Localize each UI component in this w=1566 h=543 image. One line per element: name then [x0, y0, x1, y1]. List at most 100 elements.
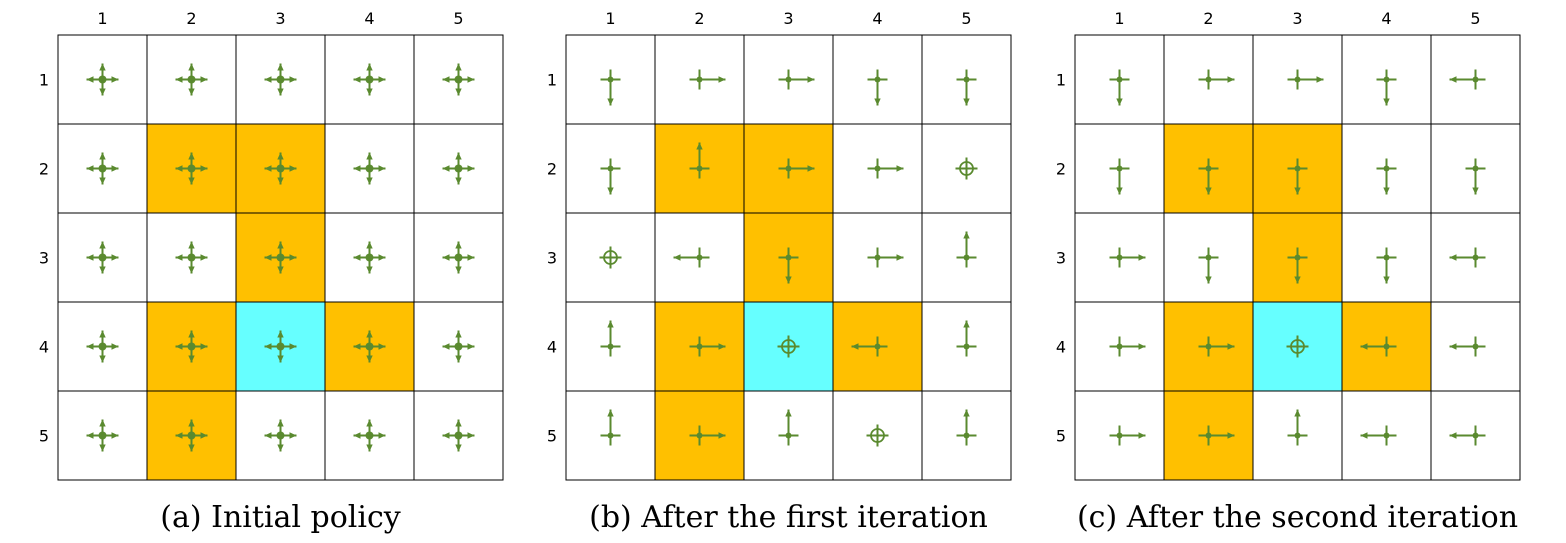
state-dot-icon — [874, 76, 881, 83]
stay-dot-icon — [276, 253, 285, 262]
state-dot-icon — [1205, 76, 1212, 83]
state-dot-icon — [696, 432, 703, 439]
row-label: 5 — [1056, 427, 1066, 446]
arrow-up-icon — [963, 231, 970, 258]
stay-dot-icon — [365, 164, 374, 173]
state-dot-icon — [874, 254, 881, 261]
policy-left-r3-c5 — [1449, 247, 1486, 268]
arrow-right-icon — [877, 254, 904, 261]
policy-down-r1-c1 — [600, 69, 621, 106]
arrow-up-icon — [963, 320, 970, 347]
arrow-up-icon — [696, 142, 703, 169]
state-dot-icon — [1383, 343, 1390, 350]
col-label: 5 — [1470, 9, 1480, 28]
state-dot-icon — [1116, 432, 1123, 439]
policy-right-r5-c2 — [1198, 425, 1235, 446]
row-label: 2 — [547, 160, 557, 179]
policy-down-r2-c1 — [1109, 158, 1130, 195]
arrow-down-icon — [607, 168, 614, 195]
stay-dot-icon — [187, 164, 196, 173]
panel-caption: (c) After the second iteration — [1077, 500, 1518, 535]
arrow-left-icon — [1449, 254, 1476, 261]
state-dot-icon — [874, 165, 881, 172]
state-dot-icon — [1472, 165, 1479, 172]
row-label: 4 — [1056, 338, 1066, 357]
policy-up-r4-c5 — [956, 320, 977, 357]
col-label: 4 — [364, 9, 374, 28]
stay-icon — [599, 246, 622, 269]
stay-icon — [955, 157, 978, 180]
stay-dot-icon — [276, 431, 285, 440]
policy-up-r5-c3 — [1287, 409, 1308, 446]
policy-all-r4-c3 — [264, 330, 297, 363]
policy-down-r3-c3 — [778, 247, 799, 284]
arrow-down-icon — [1116, 79, 1123, 106]
policy-down-r3-c3 — [1287, 247, 1308, 284]
policy-all-r3-c2 — [175, 241, 208, 274]
state-dot-icon — [607, 165, 614, 172]
state-dot-icon — [1294, 165, 1301, 172]
policy-up-r2-c2 — [689, 142, 710, 179]
row-label: 2 — [1056, 160, 1066, 179]
state-dot-icon — [1116, 76, 1123, 83]
col-label: 1 — [605, 9, 615, 28]
stay-icon — [1286, 335, 1309, 358]
policy-right-r3-c4 — [867, 247, 904, 268]
stay-dot-icon — [98, 342, 107, 351]
policy-down-r1-c4 — [1376, 69, 1397, 106]
policy-up-r4-c1 — [600, 320, 621, 357]
policy-all-r5-c2 — [175, 419, 208, 452]
policy-stay-r4-c3 — [777, 335, 800, 358]
policy-right-r1-c3 — [778, 69, 815, 90]
arrow-up-icon — [607, 320, 614, 347]
policy-stay-r5-c4 — [866, 424, 889, 447]
arrow-down-icon — [1383, 79, 1390, 106]
policy-down-r3-c2 — [1198, 247, 1219, 284]
state-dot-icon — [1383, 165, 1390, 172]
policy-down-r1-c4 — [867, 69, 888, 106]
cell-normal-r1-c3 — [743, 34, 834, 125]
arrow-down-icon — [1294, 168, 1301, 195]
arrow-up-icon — [1294, 409, 1301, 436]
stay-dot-icon — [276, 164, 285, 173]
policy-right-r2-c3 — [778, 158, 815, 179]
policy-right-r3-c1 — [1109, 247, 1146, 268]
state-dot-icon — [1205, 165, 1212, 172]
col-label: 3 — [1292, 9, 1302, 28]
policy-left-r4-c5 — [1449, 336, 1486, 357]
state-dot-icon — [1383, 76, 1390, 83]
stay-dot-icon — [187, 342, 196, 351]
policy-all-r5-c4 — [353, 419, 386, 452]
policy-all-r3-c3 — [264, 241, 297, 274]
arrow-left-icon — [1360, 432, 1387, 439]
policy-all-r4-c5 — [442, 330, 475, 363]
stay-dot-icon — [365, 253, 374, 262]
stay-dot-icon — [454, 75, 463, 84]
row-label: 5 — [39, 427, 49, 446]
arrow-up-icon — [785, 409, 792, 436]
row-label: 3 — [547, 249, 557, 268]
policy-down-r2-c1 — [600, 158, 621, 195]
arrow-down-icon — [1294, 257, 1301, 284]
stay-dot-icon — [365, 342, 374, 351]
state-dot-icon — [963, 432, 970, 439]
policy-down-r2-c5 — [1465, 158, 1486, 195]
stay-dot-icon — [365, 75, 374, 84]
stay-icon — [866, 424, 889, 447]
state-dot-icon — [696, 165, 703, 172]
state-dot-icon — [785, 165, 792, 172]
policy-all-r4-c2 — [175, 330, 208, 363]
policy-left-r5-c4 — [1360, 425, 1397, 446]
arrow-left-icon — [851, 343, 878, 350]
arrow-right-icon — [1208, 343, 1235, 350]
stay-dot-icon — [187, 253, 196, 262]
arrow-down-icon — [1116, 168, 1123, 195]
policy-left-r5-c5 — [1449, 425, 1486, 446]
panel-initial-policy: 1 2 3 4 5 1 2 3 4 5 (a) Initial policy — [39, 9, 504, 535]
state-dot-icon — [874, 343, 881, 350]
stay-dot-icon — [98, 253, 107, 262]
state-dot-icon — [785, 254, 792, 261]
arrow-right-icon — [788, 76, 815, 83]
arrow-left-icon — [1449, 432, 1476, 439]
